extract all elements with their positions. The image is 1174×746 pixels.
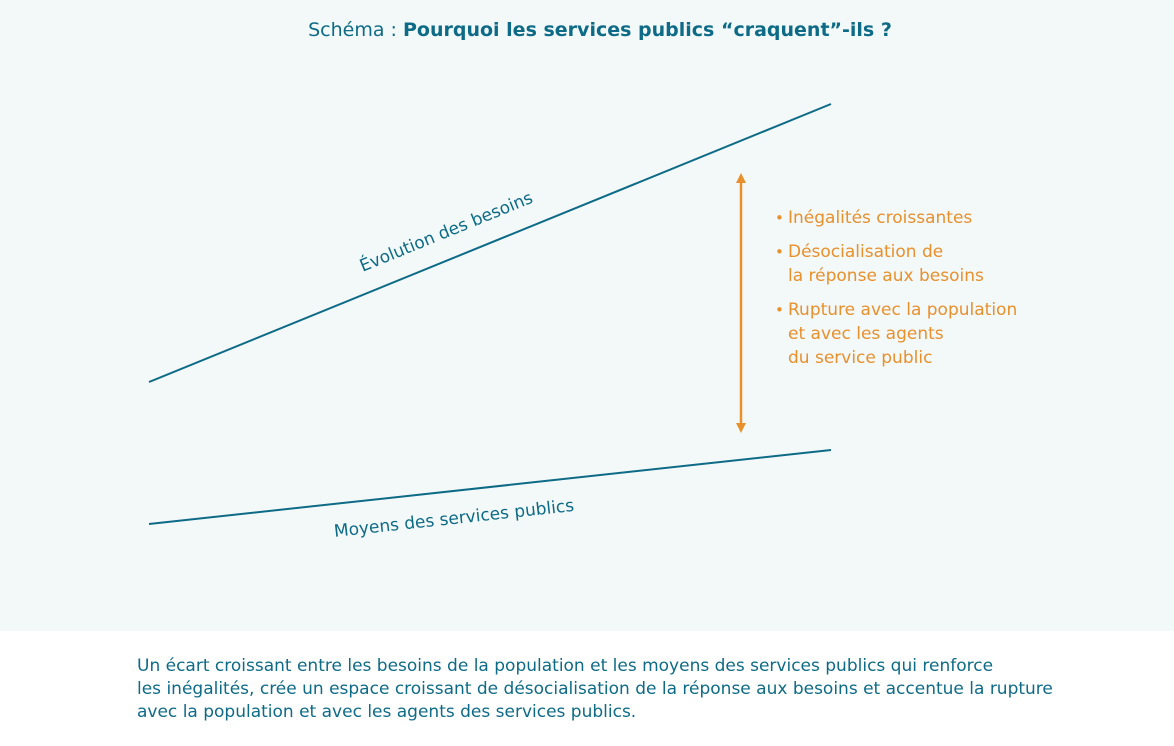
title-prefix: Schéma :	[308, 19, 403, 41]
diagram-graphic	[148, 103, 832, 525]
diagram-panel: Schéma : Pourquoi les services publics “…	[0, 0, 1174, 631]
gap-effect-text: du service public	[788, 348, 933, 368]
gap-effects-list: Inégalités croissantes Désocialisation d…	[775, 206, 1075, 380]
gap-effect-text: Rupture avec la population	[788, 300, 1018, 320]
title-question: Pourquoi les services publics “craquent”…	[402, 19, 892, 41]
gap-effect-text: Inégalités croissantes	[788, 208, 973, 228]
public-service-means-line	[148, 449, 832, 525]
caption-line: les inégalités, crée un espace croissant…	[137, 679, 1053, 699]
diagram-caption: Un écart croissant entre les besoins de …	[137, 655, 1117, 724]
diagram-title: Schéma : Pourquoi les services publics “…	[0, 19, 1174, 41]
gap-effect-item: Désocialisation de la réponse aux besoin…	[775, 240, 1075, 288]
caption-line: avec la population et avec les agents de…	[137, 702, 637, 722]
caption-line: Un écart croissant entre les besoins de …	[137, 656, 994, 676]
gap-effect-text: Désocialisation de	[788, 242, 944, 262]
gap-effect-text: la réponse aux besoins	[788, 266, 984, 286]
gap-effect-item: Rupture avec la population et avec les a…	[775, 298, 1075, 370]
needs-evolution-line	[148, 103, 832, 383]
gap-effect-text: et avec les agents	[788, 324, 944, 344]
gap-effect-item: Inégalités croissantes	[775, 206, 1075, 230]
